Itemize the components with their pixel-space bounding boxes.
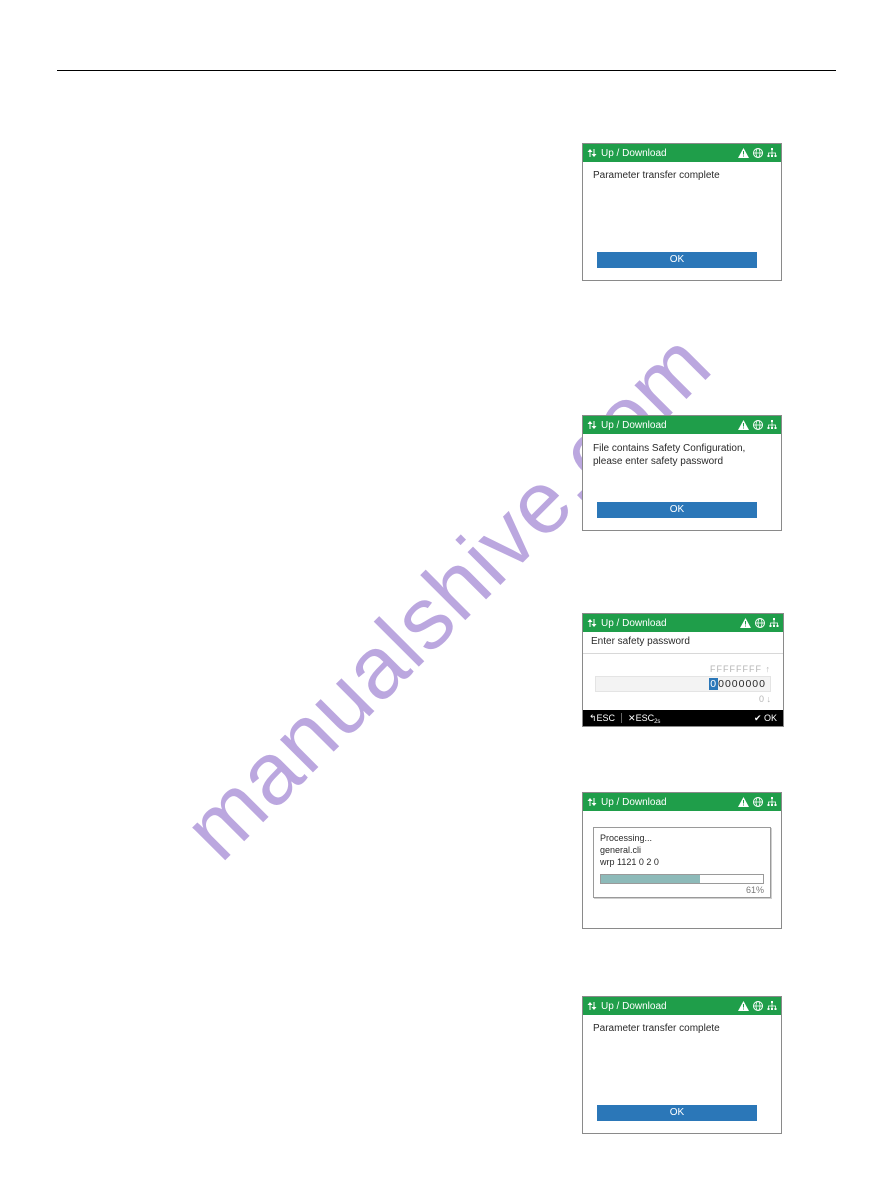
esc-back-button[interactable]: ↰ESC — [589, 713, 615, 724]
dialog-body: Parameter transfer complete OK — [583, 162, 781, 280]
network-icon — [767, 420, 777, 430]
network-icon — [769, 618, 779, 628]
dialog-title: Up / Download — [601, 1001, 738, 1012]
dialog-transfer-complete-1: Up / Download Parameter transfer complet… — [582, 143, 782, 281]
password-input[interactable]: 00000000 — [595, 676, 771, 692]
dialog-body: Processing... general.cli wrp 1121 0 2 0… — [583, 811, 781, 928]
warning-icon — [738, 420, 749, 430]
page-divider — [57, 70, 836, 71]
dialog-body: Parameter transfer complete OK — [583, 1015, 781, 1133]
password-label: Enter safety password — [583, 632, 783, 654]
password-cursor-digit: 0 — [709, 678, 718, 690]
dialog-header: Up / Download — [583, 793, 781, 811]
updown-icon — [587, 148, 597, 158]
password-min-hint: 0 ↓ — [595, 694, 771, 704]
updown-icon — [587, 420, 597, 430]
password-max-hint: FFFFFFFF ↑ — [595, 664, 771, 674]
dialog-header: Up / Download — [583, 997, 781, 1015]
header-icons — [738, 1001, 777, 1011]
footer-divider — [621, 713, 622, 723]
processing-file: general.cli — [600, 844, 764, 856]
dialog-body: Enter safety password FFFFFFFF ↑ 0000000… — [583, 632, 783, 710]
dialog-title: Up / Download — [601, 618, 740, 629]
dialog-message: Parameter transfer complete — [593, 1023, 771, 1034]
dialog-title: Up / Download — [601, 420, 738, 431]
header-icons — [738, 420, 777, 430]
globe-icon — [753, 420, 763, 430]
dialog-processing: Up / Download Processing... general.cli … — [582, 792, 782, 929]
ok-button[interactable]: OK — [597, 1105, 757, 1121]
header-icons — [738, 148, 777, 158]
dialog-header: Up / Download — [583, 614, 783, 632]
processing-box: Processing... general.cli wrp 1121 0 2 0… — [593, 827, 771, 898]
header-icons — [740, 618, 779, 628]
globe-icon — [753, 1001, 763, 1011]
processing-command: wrp 1121 0 2 0 — [600, 856, 764, 868]
dialog-header: Up / Download — [583, 144, 781, 162]
progress-bar — [600, 874, 764, 884]
esc-hold-button[interactable]: ✕ESC2s — [628, 713, 660, 724]
progress-wrap: 61% — [600, 874, 764, 895]
dialog-safety-password-prompt: Up / Download File contains Safety Confi… — [582, 415, 782, 531]
dialog-enter-safety-password: Up / Download Enter safety password FFFF… — [582, 613, 784, 727]
dialog-header: Up / Download — [583, 416, 781, 434]
warning-icon — [738, 1001, 749, 1011]
progress-fill — [601, 875, 700, 883]
updown-icon — [587, 1001, 597, 1011]
progress-percent: 61% — [600, 885, 764, 895]
ok-button[interactable]: OK — [597, 252, 757, 268]
globe-icon — [753, 148, 763, 158]
dialog-message: File contains Safety Configuration, plea… — [593, 442, 771, 468]
network-icon — [767, 1001, 777, 1011]
globe-icon — [753, 797, 763, 807]
password-rest-digits: 0000000 — [718, 678, 766, 690]
updown-icon — [587, 797, 597, 807]
dialog-title: Up / Download — [601, 148, 738, 159]
warning-icon — [738, 797, 749, 807]
warning-icon — [740, 618, 751, 628]
dialog-transfer-complete-2: Up / Download Parameter transfer complet… — [582, 996, 782, 1134]
processing-status: Processing... — [600, 832, 764, 844]
ok-button[interactable]: OK — [597, 502, 757, 518]
dialog-footer: ↰ESC ✕ESC2s ✔ OK — [583, 710, 783, 726]
network-icon — [767, 797, 777, 807]
dialog-body: File contains Safety Configuration, plea… — [583, 434, 781, 530]
password-area: FFFFFFFF ↑ 00000000 0 ↓ — [583, 654, 783, 710]
updown-icon — [587, 618, 597, 628]
dialog-message: Parameter transfer complete — [593, 170, 771, 181]
dialog-title: Up / Download — [601, 797, 738, 808]
header-icons — [738, 797, 777, 807]
globe-icon — [755, 618, 765, 628]
ok-confirm-button[interactable]: ✔ OK — [754, 713, 777, 724]
network-icon — [767, 148, 777, 158]
warning-icon — [738, 148, 749, 158]
